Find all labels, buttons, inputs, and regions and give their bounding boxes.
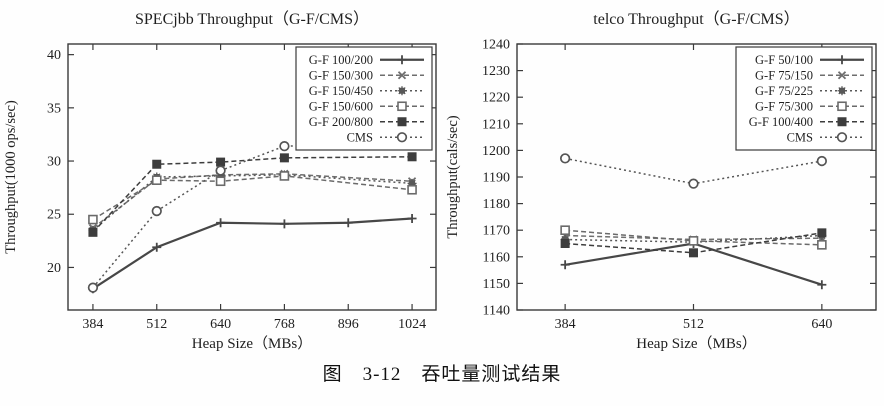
- x-tick-label: 512: [683, 317, 704, 332]
- legend-label: CMS: [347, 130, 373, 144]
- series-g-f-100-400: [560, 228, 827, 258]
- figure-caption: 图 3-12 吞吐量测试结果: [322, 364, 562, 385]
- y-tick-label: 1160: [483, 250, 510, 265]
- y-axis-label: Throughput(cals/sec): [445, 115, 461, 238]
- y-tick-label: 1240: [482, 38, 510, 53]
- x-tick-label: 768: [274, 317, 295, 332]
- legend-box: [295, 46, 433, 151]
- charts-row: 384 512 640 768 896 1024 20 25 30 35 40 G-F 100/200…: [3, 10, 877, 352]
- series-g-f-75-300: [560, 225, 827, 250]
- series-g-f-150-450: [88, 170, 417, 235]
- y-tick-label: 1200: [482, 144, 510, 159]
- legend-entry-g-f-150-600: G-F 150/600: [309, 99, 424, 113]
- legend-label: G-F 100/200: [309, 53, 373, 67]
- y-axis-label: Throughput(1000 ops/sec): [3, 100, 19, 254]
- y-tick-label: 1230: [482, 64, 510, 79]
- x-tick-label: 512: [146, 317, 167, 332]
- legend-entry-g-f-150-300: G-F 150/300: [309, 68, 424, 82]
- y-tick-label: 20: [47, 261, 61, 276]
- legend-label: G-F 75/225: [755, 84, 813, 98]
- legend-label: G-F 100/400: [749, 115, 813, 129]
- telco-throughput-chart: 384 512 640 1140 1150 1160 1170 1180 1190 1200 121…: [445, 10, 877, 352]
- y-tick-label: 1140: [483, 304, 510, 319]
- y-tick-label: 35: [47, 101, 61, 116]
- x-axis-label: Heap Size（MBs）: [192, 335, 312, 352]
- legend-entry-g-f-75-225: G-F 75/225: [755, 84, 864, 98]
- legend-entry-g-f-150-450: G-F 150/450: [309, 84, 424, 98]
- legend-label: G-F 50/100: [755, 53, 813, 67]
- x-tick-label: 640: [210, 317, 231, 332]
- legend-box: [735, 46, 873, 151]
- x-tick-label: 384: [555, 317, 576, 332]
- y-tick-label: 40: [47, 48, 61, 63]
- legend-entry-g-f-100-200: G-F 100/200: [309, 53, 424, 67]
- legend-label: G-F 200/800: [309, 115, 373, 129]
- plot-frame: [67, 43, 437, 311]
- x-tick-label: 896: [338, 317, 359, 332]
- legend-entry-cms: CMS: [787, 130, 864, 144]
- x-tick-label: 384: [82, 317, 103, 332]
- legend-entry-g-f-200-800: G-F 200/800: [309, 115, 424, 129]
- x-tick-label: 1024: [398, 317, 426, 332]
- y-tick-label: 1150: [483, 277, 510, 292]
- specjbb-throughput-chart: 384 512 640 768 896 1024 20 25 30 35 40 G-F 100/200…: [3, 10, 437, 352]
- legend-label: G-F 150/600: [309, 99, 373, 113]
- y-tick-label: 25: [47, 208, 61, 223]
- y-tick-label: 1190: [483, 171, 510, 186]
- series-g-f-150-600: [88, 171, 417, 225]
- x-tick-label: 640: [811, 317, 832, 332]
- legend-entry-cms: CMS: [347, 130, 424, 144]
- series-g-f-200-800: [88, 152, 417, 237]
- legend-label: CMS: [787, 130, 813, 144]
- y-tick-label: 30: [47, 155, 61, 170]
- legend-entry-g-f-75-150: G-F 75/150: [755, 68, 864, 82]
- y-tick-label: 1180: [483, 197, 510, 212]
- y-tick-label: 1220: [482, 91, 510, 106]
- legend-label: G-F 150/450: [309, 84, 373, 98]
- legend-label: G-F 75/300: [755, 99, 813, 113]
- chart-title: SPECjbb Throughput（G-F/CMS）: [135, 10, 369, 28]
- y-tick-label: 1210: [482, 117, 510, 132]
- legend-entry-g-f-75-300: G-F 75/300: [755, 99, 864, 113]
- series-cms: [559, 153, 827, 189]
- legend-entry-g-f-50-100: G-F 50/100: [755, 53, 864, 67]
- series-cms: [87, 138, 418, 293]
- legend-entry-g-f-100-400: G-F 100/400: [749, 115, 864, 129]
- x-axis-label: Heap Size（MBs）: [636, 335, 756, 352]
- series-g-f-100-200: [88, 213, 417, 294]
- legend-label: G-F 75/150: [755, 68, 813, 82]
- chart-title: telco Throughput（G-F/CMS）: [593, 10, 799, 28]
- legend-label: G-F 150/300: [309, 68, 373, 82]
- y-tick-label: 1170: [483, 224, 510, 239]
